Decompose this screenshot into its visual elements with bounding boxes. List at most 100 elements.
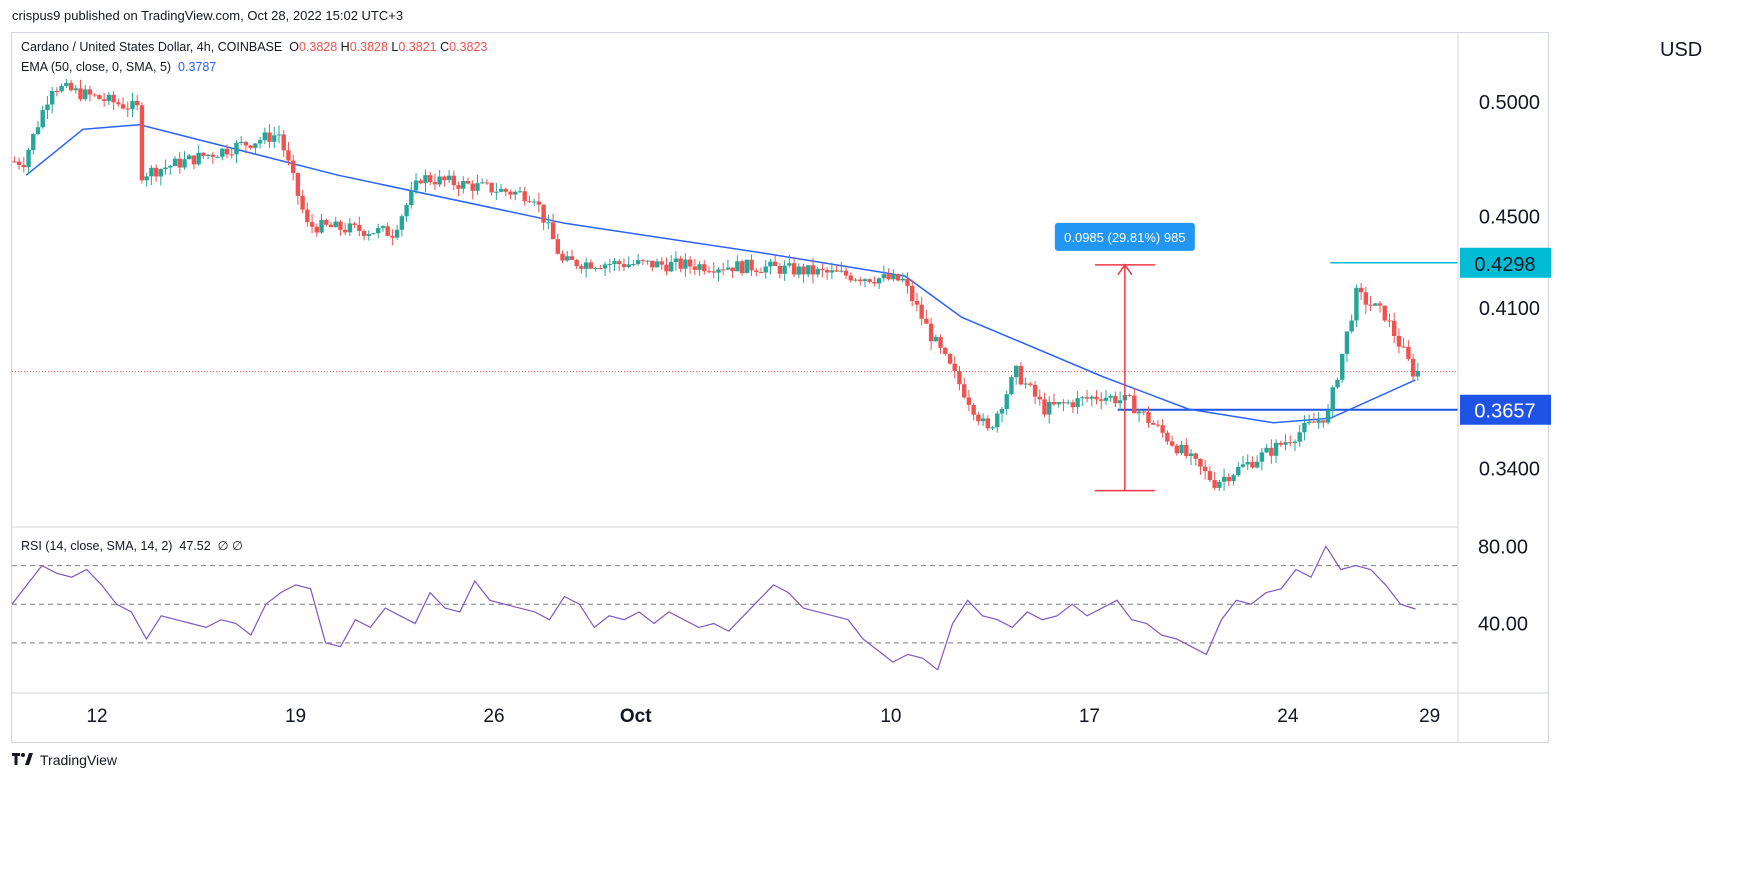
candle-body (456, 185, 461, 189)
candle-body (1184, 444, 1189, 457)
candle-body (451, 175, 457, 186)
candle-body (16, 161, 22, 165)
candle-body (621, 264, 627, 268)
candle-body (687, 259, 693, 267)
open-value: 0.3828 (298, 40, 338, 54)
candle-body (1340, 353, 1345, 380)
candle-body (928, 323, 934, 342)
candle-body (116, 102, 121, 105)
candle-body (347, 223, 353, 233)
x-tick-label: 24 (1277, 706, 1299, 727)
candle-body (158, 169, 164, 177)
candle-body (1075, 398, 1080, 408)
candle-body (12, 161, 17, 163)
candle-body (1160, 425, 1165, 433)
candle-body (494, 191, 499, 193)
candle-body (768, 261, 773, 267)
y-tick-label: 0.3400 (1479, 459, 1540, 481)
candle-body (1089, 396, 1094, 399)
candle-body (574, 260, 579, 267)
candle-body (1231, 475, 1236, 482)
footer-brand[interactable]: TradingView (12, 752, 117, 768)
candle-body (191, 155, 197, 165)
candle-body (1368, 304, 1373, 306)
rsi-tick-label: 40.00 (1478, 614, 1528, 636)
candle-body (895, 274, 901, 281)
candle-body (1132, 395, 1137, 414)
candle-body (957, 371, 962, 385)
measure-arrow-head (1117, 263, 1133, 276)
candle-body (130, 100, 135, 110)
candle-body (1037, 396, 1042, 400)
candle-body (187, 155, 192, 160)
candle-body (919, 304, 924, 319)
candle-body (442, 176, 447, 181)
candles-layer (12, 78, 1421, 491)
rsi-legend[interactable]: RSI (14, close, SMA, 14, 2) 47.52 ∅ ∅ (21, 538, 243, 553)
candle-body (1108, 395, 1113, 398)
candle-body (1358, 287, 1364, 293)
candle-body (149, 167, 154, 177)
candle-body (711, 271, 716, 273)
measure-label-text: 0.0985 (29.81%) 985 (1064, 230, 1185, 245)
publisher-line: crispus9 published on TradingView.com, O… (12, 8, 404, 23)
candle-body (858, 279, 863, 282)
candle-body (1321, 420, 1326, 423)
candle-body (1117, 400, 1123, 404)
candle-body (1179, 444, 1184, 454)
price-tag (1460, 247, 1551, 278)
candle-body (1047, 401, 1052, 415)
candle-body (49, 90, 55, 105)
candle-body (262, 132, 268, 141)
symbol-legend[interactable]: Cardano / United States Dollar, 4h, COIN… (21, 40, 487, 54)
candle-body (815, 268, 820, 275)
candle-body (720, 269, 726, 271)
candle-body (938, 337, 943, 348)
candle-body (40, 110, 45, 128)
x-tick-label: Oct (620, 706, 652, 727)
candle-body (820, 268, 825, 271)
open-label: O (289, 40, 299, 54)
candle-body (135, 100, 140, 106)
candle-body (1013, 365, 1019, 378)
candle-body (413, 180, 419, 191)
candle-body (361, 230, 367, 236)
candle-body (276, 134, 282, 136)
candle-body (749, 259, 754, 271)
currency-label: USD (1660, 39, 1702, 61)
candle-body (881, 274, 887, 279)
candle-body (1028, 383, 1033, 385)
candle-body (796, 266, 801, 275)
candle-body (1141, 411, 1146, 413)
axes-layer: 12 19 26 Oct 10 17 24 29 0.5000 0.4500 0.4100 0.340… (12, 33, 1551, 743)
ema-legend[interactable]: EMA (50, close, 0, SMA, 5) 0.3787 (21, 60, 216, 74)
candle-body (673, 258, 679, 263)
candle-body (1042, 399, 1047, 415)
candle-body (1155, 424, 1161, 426)
candle-body (196, 152, 201, 165)
candle-body (234, 142, 239, 155)
candle-body (153, 167, 159, 177)
candle-body (706, 271, 712, 273)
close-label: C (440, 40, 450, 54)
candle-body (1240, 464, 1246, 467)
candle-body (886, 274, 891, 280)
candle-body (423, 175, 428, 184)
candle-body (862, 279, 868, 282)
candle-body (1330, 387, 1335, 410)
rsi-tick-label: 80.00 (1478, 536, 1528, 558)
candle-body (45, 104, 50, 111)
rsi-layer: 80.00 40.00 (11, 536, 1528, 671)
candle-body (243, 141, 249, 146)
low-value: 0.3821 (398, 40, 437, 54)
candle-body (324, 220, 329, 225)
candle-body (31, 134, 36, 151)
candle-body (843, 270, 849, 276)
candle-body (428, 175, 433, 183)
candle-body (801, 266, 806, 275)
candle-body (810, 265, 816, 275)
candle-body (470, 183, 475, 191)
candle-body (910, 285, 915, 301)
candle-body (1250, 461, 1255, 468)
